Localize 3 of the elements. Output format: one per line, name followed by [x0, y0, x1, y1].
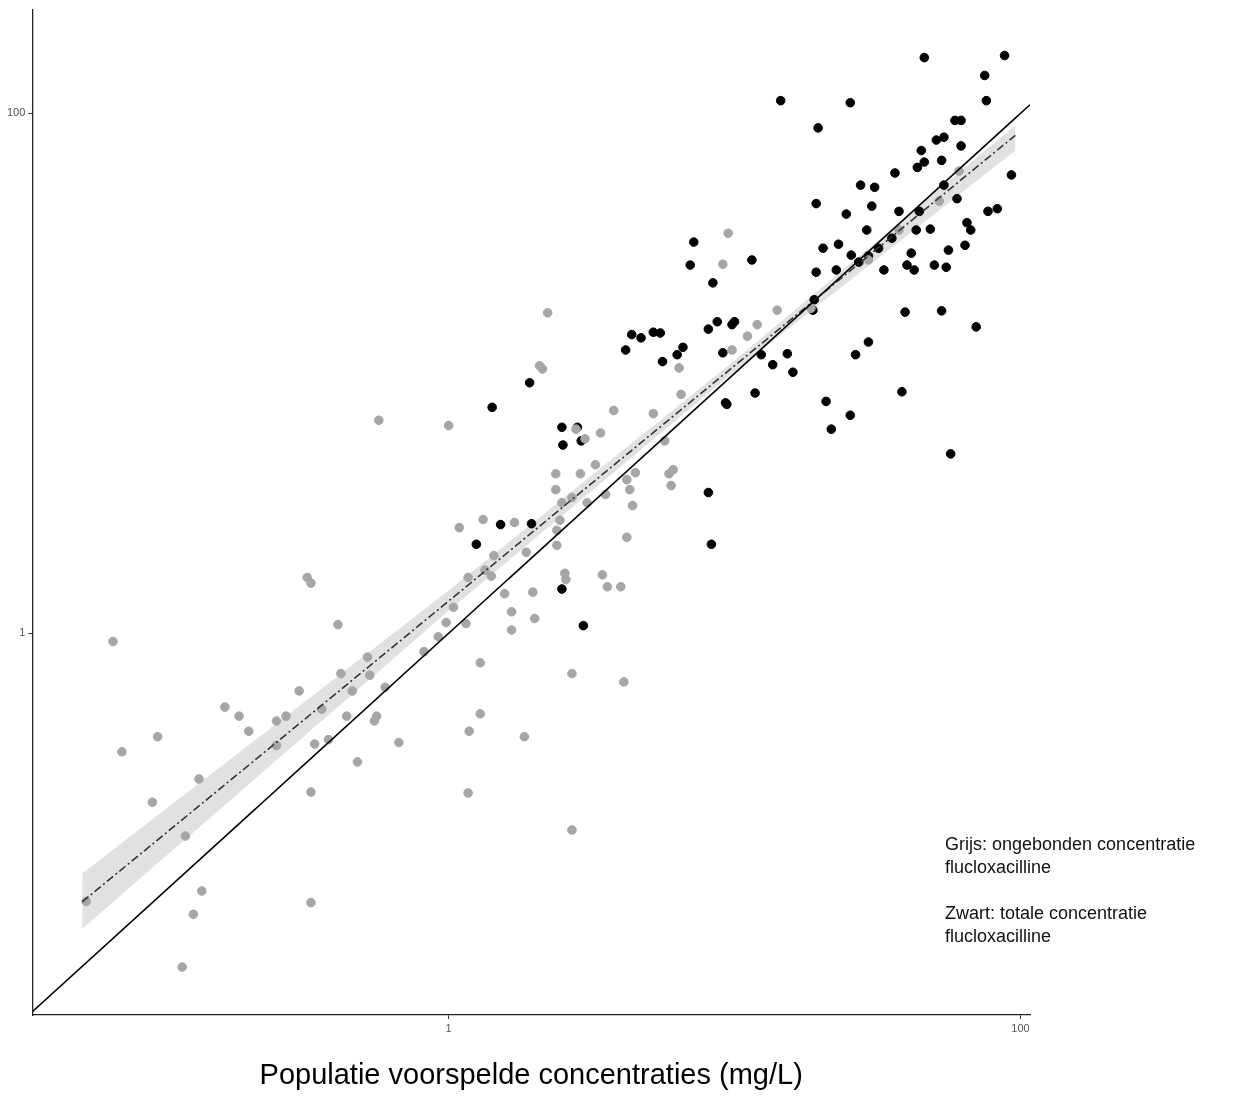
annotation: Grijs: ongebonden concentratie flucloxacilline: [945, 833, 1197, 879]
annotation: Zwart: totale concentratie flucloxacilline: [945, 902, 1149, 948]
x-axis-title: Populatie voorspelde concentraties (mg/L): [259, 1057, 803, 1090]
